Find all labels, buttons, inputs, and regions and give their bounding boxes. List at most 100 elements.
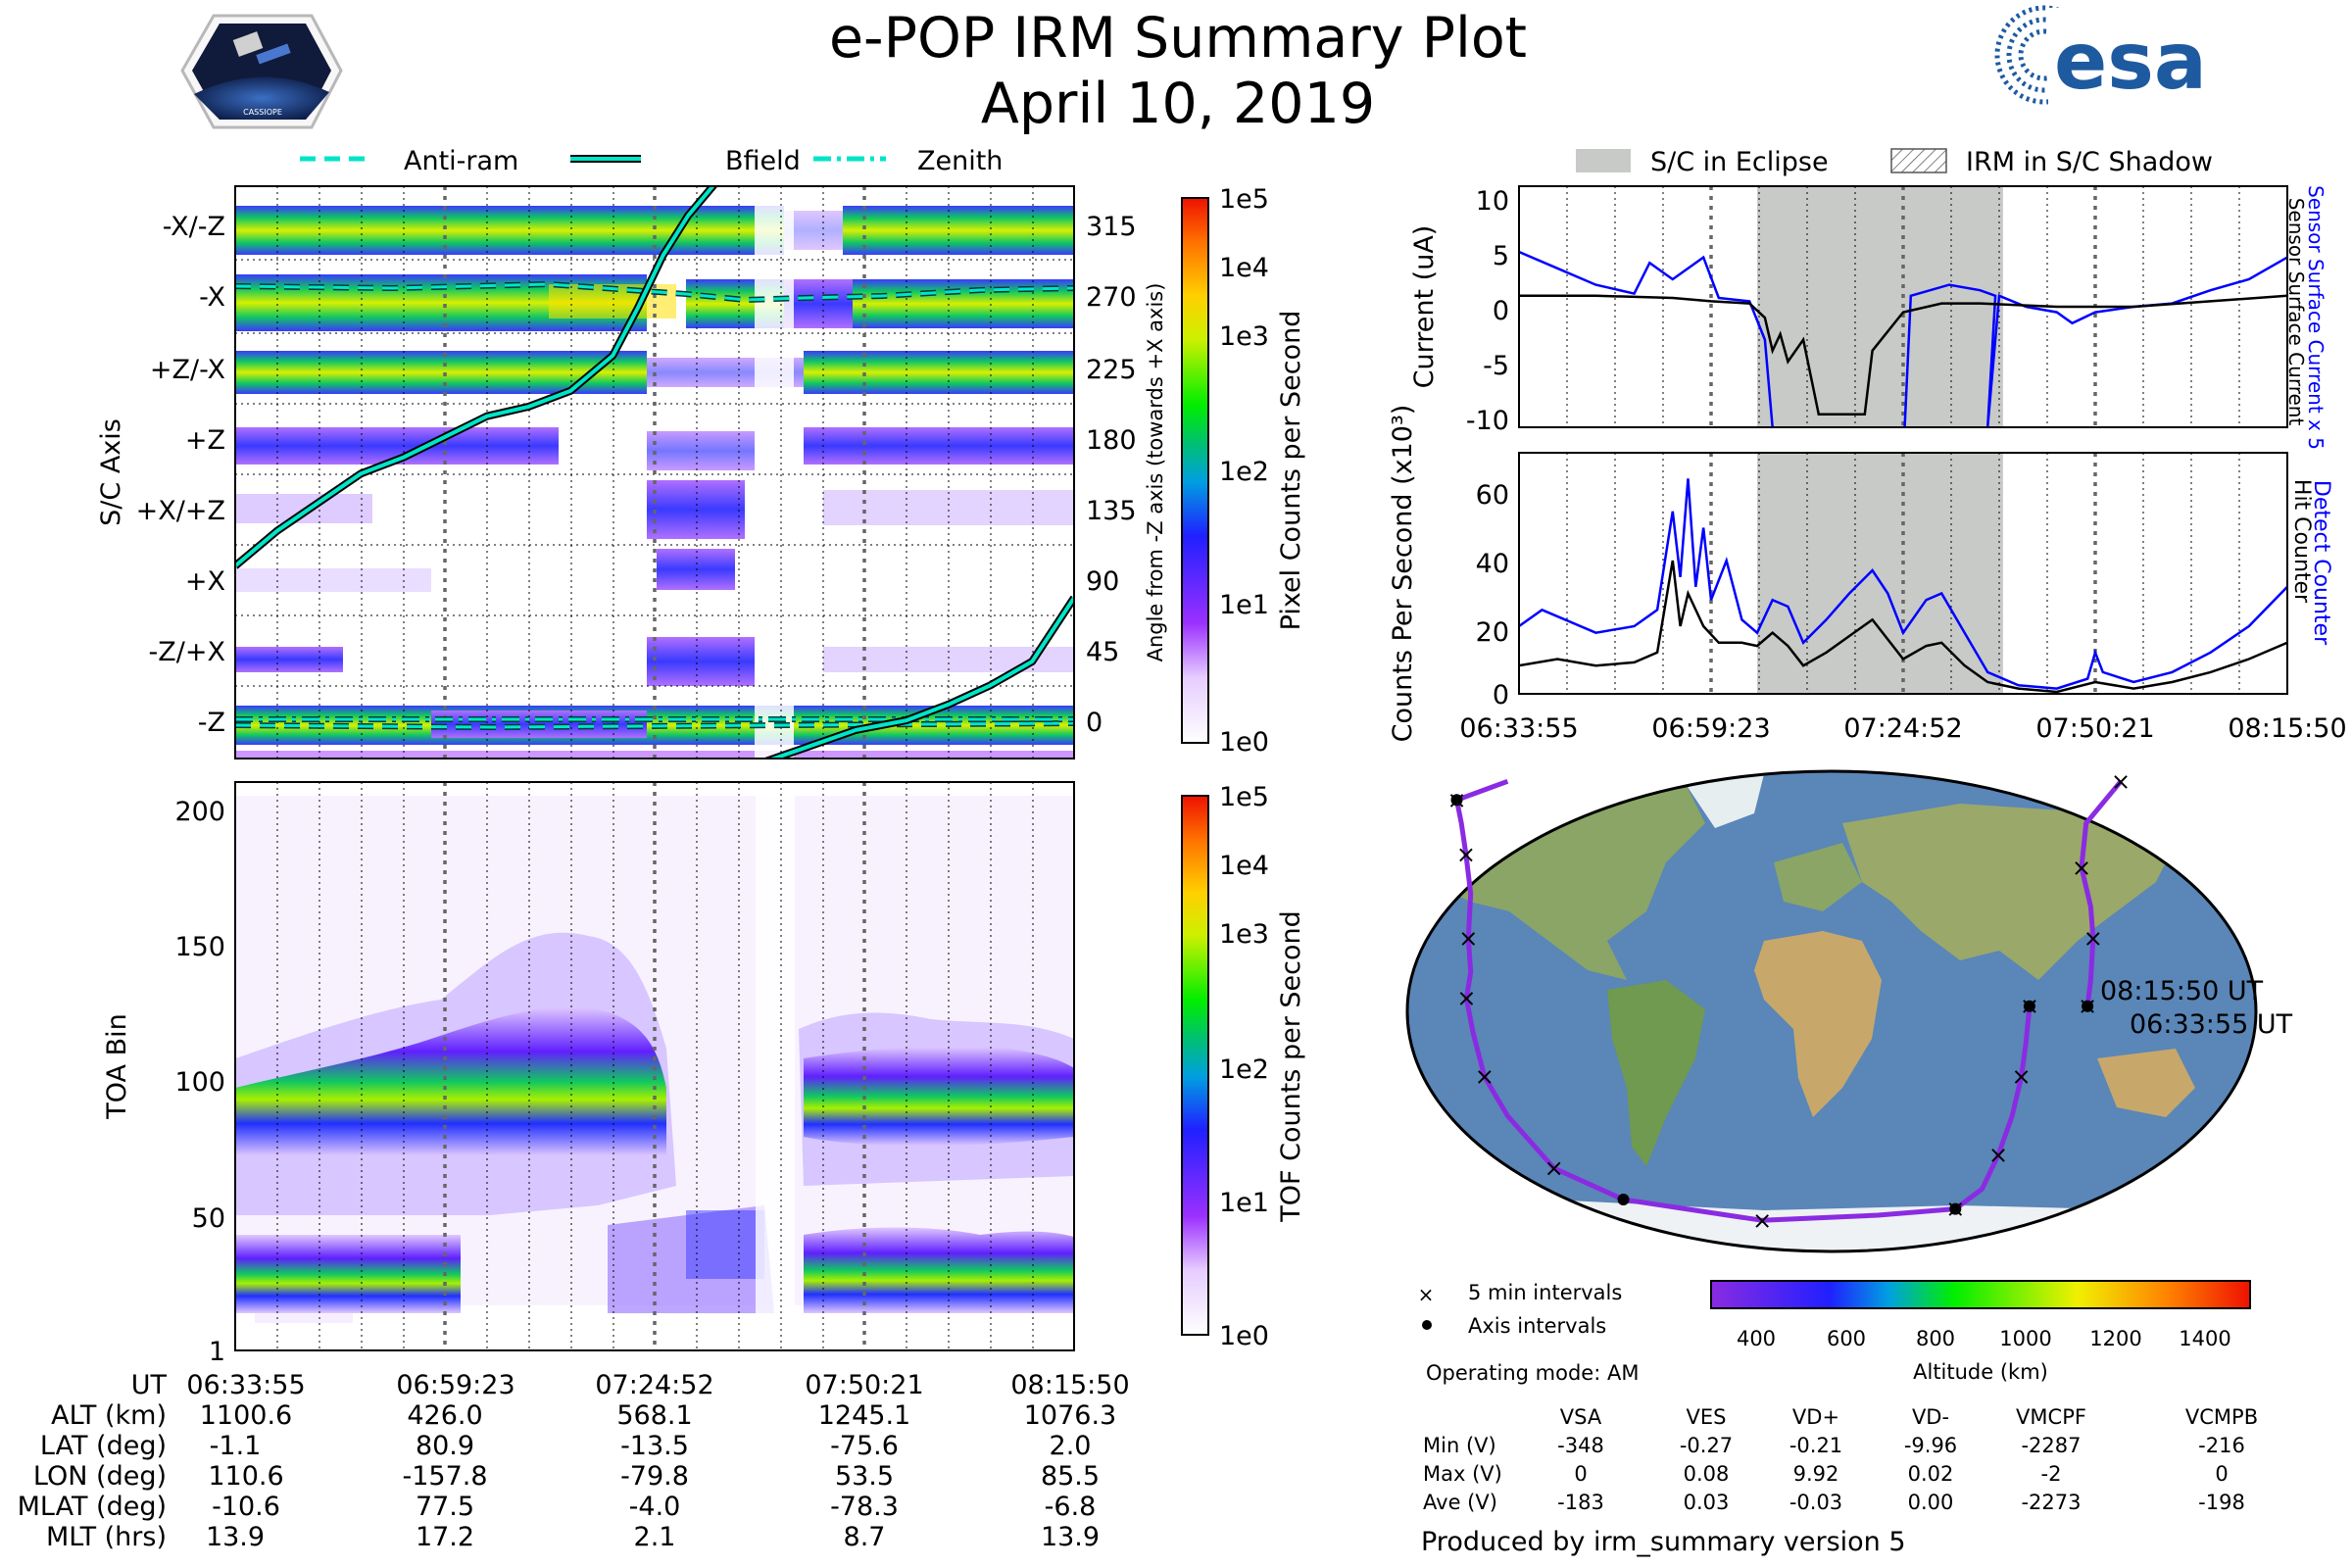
current-y-ticks: 10 5 0 -5 -10 [1466, 186, 1509, 436]
five-min-marker: × [2072, 854, 2091, 881]
cbar-tick: 1e4 [1219, 851, 1269, 881]
five-min-marker: × [1458, 924, 1478, 952]
cbar-tick: 1200 [2089, 1327, 2141, 1350]
y2tick-label: 225 [1086, 355, 1137, 385]
cbar-tick: 800 [1916, 1327, 1955, 1350]
five-min-marker: × [2111, 767, 2131, 795]
cbar-tick: 1e3 [1219, 321, 1269, 352]
ephem-cell: -157.8 [402, 1461, 487, 1492]
ephem-cell: -78.3 [830, 1492, 899, 1522]
xtick-label: 08:15:50 [2228, 713, 2346, 744]
voltage-row-label: Max (V) [1423, 1462, 1502, 1486]
altitude-colorbar-label: Altitude (km) [1913, 1360, 2048, 1384]
cross-marker-icon: × [1418, 1283, 1435, 1306]
y2tick-label: 135 [1086, 496, 1137, 526]
ephem-cell: 8.7 [844, 1522, 886, 1552]
five-min-marker: × [1544, 1154, 1564, 1182]
ephem-row-label: MLT (hrs) [46, 1522, 167, 1552]
voltage-cell: 0.08 [1684, 1462, 1730, 1486]
ephem-cell: 77.5 [416, 1492, 474, 1522]
ephem-row-label: LAT (deg) [40, 1431, 167, 1461]
tof-spectrogram [235, 782, 1074, 1350]
ytick-label: +X/+Z [136, 496, 225, 526]
tof-colorbar [1181, 795, 1209, 1336]
pixel-y-ticks: -X/-Z -X +Z/-X +Z +X/+Z +X -Z/+X -Z [136, 212, 225, 738]
cbar-tick: 1e1 [1219, 590, 1269, 620]
voltage-cell: -2287 [2021, 1434, 2081, 1457]
eclipse-band [1757, 186, 2003, 427]
five-min-marker: × [1456, 841, 1476, 868]
ephem-cell: 13.9 [206, 1522, 265, 1552]
voltage-col-header: VD+ [1792, 1405, 1839, 1429]
legend-5min: 5 min intervals [1468, 1281, 1622, 1304]
axis-interval-marker [1949, 1202, 1962, 1215]
ephem-cell: 08:15:50 [1010, 1370, 1129, 1400]
ephem-cell: 2.1 [634, 1522, 676, 1552]
ephem-cell: -10.6 [212, 1492, 280, 1522]
five-min-marker: × [2083, 924, 2103, 952]
cbar-tick: 1e4 [1219, 253, 1269, 283]
bfield-line [767, 596, 1074, 759]
tof-axis-markers [443, 782, 866, 1350]
cbar-tick: 1e5 [1219, 782, 1269, 812]
counts-plot [1519, 453, 2287, 694]
voltage-cell: -198 [2198, 1491, 2245, 1514]
cbar-tick: 1e0 [1219, 1321, 1269, 1351]
five-min-marker: × [1456, 985, 1476, 1012]
current-right-label-blue: Sensor Surface Current x 5 [2304, 185, 2328, 450]
cbar-tick: 400 [1737, 1327, 1776, 1350]
altitude-colorbar-ticks: 400 600 800 1000 1200 1400 [1737, 1327, 2231, 1350]
voltage-cell: 0.02 [1908, 1462, 1954, 1486]
ytick-label: 5 [1493, 241, 1509, 271]
pixel-y2-ticks: 315 270 225 180 135 90 45 0 [1086, 212, 1137, 738]
axis-interval-marker [2023, 1000, 2035, 1012]
ephem-row-label: ALT (km) [51, 1400, 167, 1431]
page-title: e-POP IRM Summary Plot [829, 6, 1527, 71]
voltage-col-header: VD- [1912, 1405, 1949, 1429]
ephem-cell: 2.0 [1050, 1431, 1092, 1461]
ephemeris-table: UT ALT (km) LAT (deg) LON (deg) MLAT (de… [18, 1370, 1130, 1552]
ephem-cell: 80.9 [416, 1431, 474, 1461]
cbar-tick: 1e5 [1219, 184, 1269, 215]
ytick-label: -10 [1466, 406, 1509, 436]
counts-y-ticks: 60 40 20 0 [1476, 480, 1509, 710]
footer-version: Produced by irm_summary version 5 [1421, 1527, 1906, 1557]
voltage-cell: -2 [2041, 1462, 2062, 1486]
voltage-col-header: VES [1687, 1405, 1727, 1429]
voltage-cell: -0.21 [1789, 1434, 1842, 1457]
pixel-legend: Anti-ram Bfield Zenith [300, 146, 1003, 176]
orbit-track [1453, 778, 2124, 1223]
ytick-label: -Z [198, 708, 225, 738]
ephem-cell: 07:50:21 [805, 1370, 923, 1400]
ephem-cell: -1.1 [210, 1431, 262, 1461]
xtick-label: 07:50:21 [2035, 713, 2154, 744]
orbit-interval-markers: ××××××××××××××× [1446, 767, 2131, 1234]
y2tick-label: 0 [1086, 708, 1102, 738]
pixel-y-label: S/C Axis [96, 418, 126, 526]
ephem-cell: 53.5 [835, 1461, 894, 1492]
cbar-tick: 1e0 [1219, 727, 1269, 758]
voltage-col-header: VSA [1560, 1405, 1602, 1429]
cbar-tick: 1e2 [1219, 457, 1269, 487]
y2tick-label: 180 [1086, 425, 1137, 456]
ytick-label: 60 [1476, 480, 1509, 511]
eclipse-legend: S/C in Eclipse IRM in S/C Shadow [1576, 147, 2213, 177]
voltage-cell: 0 [2215, 1462, 2228, 1486]
tof-colorbar-label: TOF Counts per Second [1276, 910, 1306, 1223]
ytick-label: 0 [1493, 680, 1509, 710]
five-min-marker: × [1752, 1206, 1772, 1234]
ephem-cell: 568.1 [616, 1400, 692, 1431]
mission-badge-label: CASSIOPE [243, 108, 282, 117]
xtick-label: 06:33:55 [1459, 713, 1578, 744]
operating-mode: Operating mode: AM [1426, 1361, 1639, 1385]
voltage-cell: 0 [1574, 1462, 1587, 1486]
dot-marker-icon [1422, 1320, 1432, 1330]
current-right-label-black: Sensor Surface Current [2284, 198, 2308, 426]
cbar-tick: 1400 [2179, 1327, 2230, 1350]
y2tick-label: 270 [1086, 282, 1137, 313]
start-time-label: 06:33:55 UT [2130, 1009, 2293, 1040]
series-line-detect-counter [1519, 478, 2287, 690]
voltage-col-header: VMCPF [2016, 1405, 2086, 1429]
ytick-label: +Z [185, 425, 225, 456]
xtick-label: 07:24:52 [1843, 713, 1962, 744]
